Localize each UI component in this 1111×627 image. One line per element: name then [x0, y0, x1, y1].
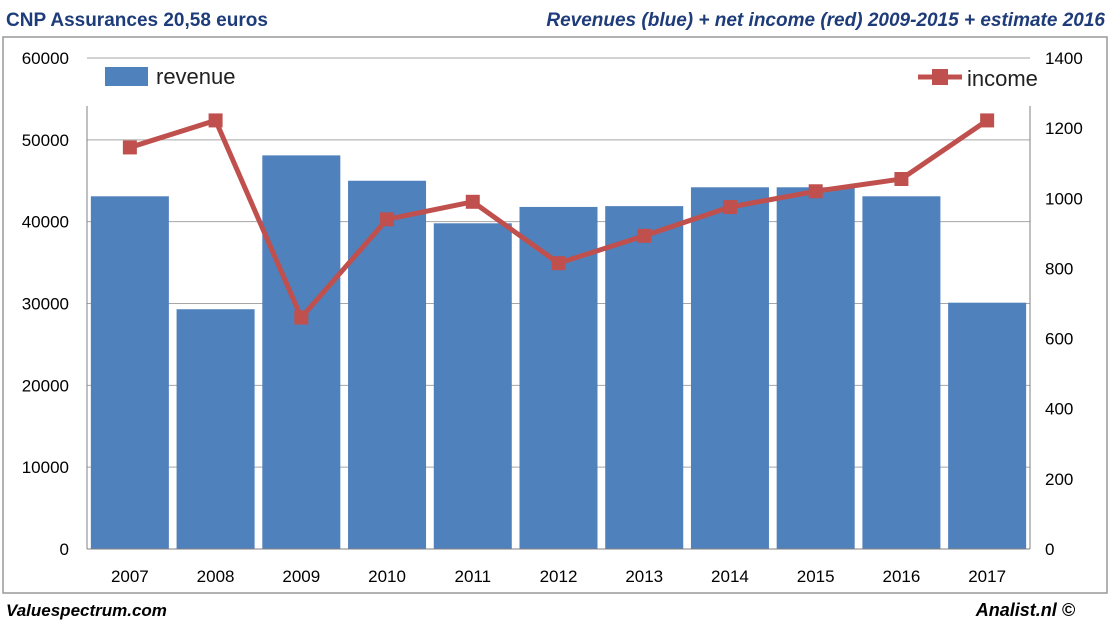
bar-revenue-2008	[176, 309, 255, 549]
y-right-tick-label: 0	[1045, 540, 1054, 559]
x-tick-label: 2007	[111, 567, 149, 586]
bar-revenue-2014	[690, 187, 769, 549]
plot-border	[2, 36, 1108, 594]
income-point-2011	[465, 194, 480, 209]
income-point-2016	[894, 171, 909, 186]
y-right-tick-label: 600	[1045, 330, 1073, 349]
legend-income-label: income	[967, 66, 1038, 91]
income-point-2017	[980, 113, 995, 128]
income-point-2015	[808, 184, 823, 199]
income-point-2009	[294, 310, 309, 325]
revenue-bars	[90, 155, 1027, 550]
y-right-tick-label: 200	[1045, 470, 1073, 489]
y-right-tick-label: 1200	[1045, 119, 1083, 138]
x-tick-label: 2010	[368, 567, 406, 586]
bar-revenue-2015	[776, 187, 855, 549]
x-tick-label: 2011	[454, 567, 491, 586]
income-point-2010	[380, 212, 395, 227]
source-right: Analist.nl ©	[975, 600, 1075, 620]
bar-revenue-2009	[262, 155, 341, 550]
y-left-tick-label: 40000	[22, 213, 69, 232]
y-right-tick-label: 400	[1045, 400, 1073, 419]
y-left-tick-label: 10000	[22, 458, 69, 477]
y-left-tick-label: 0	[60, 540, 69, 559]
x-tick-label: 2016	[882, 567, 920, 586]
bar-revenue-2010	[348, 180, 427, 549]
legend-income-marker	[932, 69, 948, 85]
y-right-tick-label: 800	[1045, 259, 1073, 278]
legend-revenue-swatch	[105, 67, 148, 86]
x-tick-label: 2009	[282, 567, 320, 586]
bar-revenue-2011	[433, 223, 512, 549]
legend: revenue income	[105, 64, 1038, 91]
x-tick-label: 2012	[540, 567, 578, 586]
y-right-tick-label: 1400	[1045, 49, 1083, 68]
x-tick-label: 2014	[711, 567, 749, 586]
legend-revenue-label: revenue	[156, 64, 236, 89]
y-left-tick-label: 20000	[22, 376, 69, 395]
x-tick-label: 2017	[968, 567, 1006, 586]
income-point-2014	[722, 200, 737, 215]
income-point-2008	[208, 113, 223, 128]
y-left-tick-label: 60000	[22, 49, 69, 68]
bar-revenue-2016	[862, 196, 941, 549]
x-tick-label: 2015	[797, 567, 835, 586]
axes: 2007 2008 2009 2010 2011 2012 2013 2014 2015 2016…	[22, 49, 1083, 586]
y-right-tick-label: 1000	[1045, 189, 1083, 208]
bar-revenue-2007	[90, 196, 169, 549]
source-left: Valuespectrum.com	[6, 601, 167, 620]
bar-revenue-2013	[605, 206, 684, 549]
income-point-2012	[551, 256, 566, 271]
y-left-tick-label: 30000	[22, 295, 69, 314]
income-point-2007	[122, 140, 137, 155]
y-left-tick-label: 50000	[22, 131, 69, 150]
chart-subtitle: Revenues (blue) + net income (red) 2009-…	[546, 10, 1105, 31]
x-tick-label: 2008	[197, 567, 235, 586]
income-point-2013	[637, 228, 652, 243]
x-tick-label: 2013	[625, 567, 663, 586]
chart-company-title: CNP Assurances 20,58 euros	[6, 10, 268, 31]
income-line	[122, 113, 995, 325]
bar-revenue-2017	[948, 302, 1027, 549]
